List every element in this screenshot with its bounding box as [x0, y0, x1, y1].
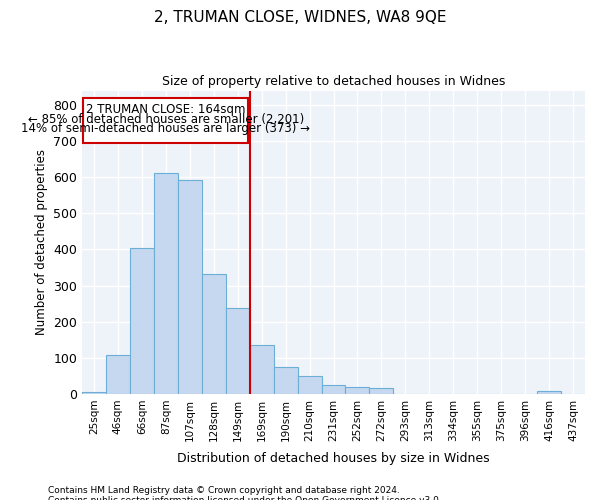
- Bar: [370, 388, 394, 394]
- Bar: [250, 345, 274, 394]
- Bar: [82, 392, 106, 394]
- FancyBboxPatch shape: [83, 98, 248, 143]
- Bar: [130, 248, 154, 394]
- Bar: [298, 376, 322, 394]
- Bar: [274, 367, 298, 394]
- Bar: [346, 388, 370, 394]
- Text: 14% of semi-detached houses are larger (373) →: 14% of semi-detached houses are larger (…: [22, 122, 310, 136]
- Text: Contains HM Land Registry data © Crown copyright and database right 2024.: Contains HM Land Registry data © Crown c…: [48, 486, 400, 495]
- Bar: [202, 274, 226, 394]
- Title: Size of property relative to detached houses in Widnes: Size of property relative to detached ho…: [162, 75, 505, 88]
- Bar: [178, 180, 202, 394]
- Text: ← 85% of detached houses are smaller (2,201): ← 85% of detached houses are smaller (2,…: [28, 113, 304, 126]
- Text: 2, TRUMAN CLOSE, WIDNES, WA8 9QE: 2, TRUMAN CLOSE, WIDNES, WA8 9QE: [154, 10, 446, 25]
- X-axis label: Distribution of detached houses by size in Widnes: Distribution of detached houses by size …: [177, 452, 490, 465]
- Bar: [106, 356, 130, 394]
- Bar: [537, 392, 561, 394]
- Text: 2 TRUMAN CLOSE: 164sqm: 2 TRUMAN CLOSE: 164sqm: [86, 103, 245, 116]
- Bar: [322, 385, 346, 394]
- Bar: [154, 173, 178, 394]
- Text: Contains public sector information licensed under the Open Government Licence v3: Contains public sector information licen…: [48, 496, 442, 500]
- Y-axis label: Number of detached properties: Number of detached properties: [35, 149, 47, 335]
- Bar: [226, 308, 250, 394]
